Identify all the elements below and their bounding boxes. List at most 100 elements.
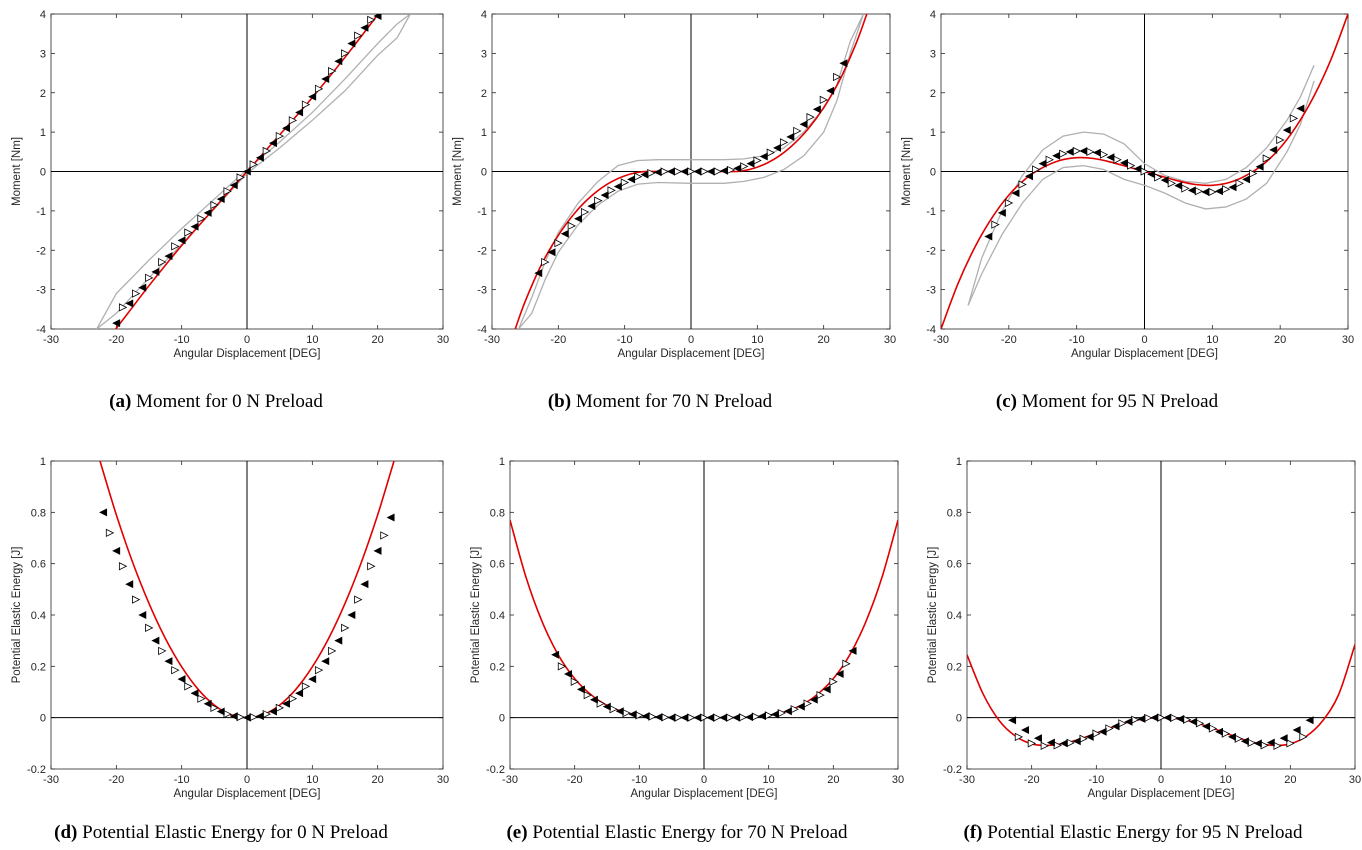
measured-curve	[967, 80, 1315, 306]
open-triangle-marker	[842, 659, 851, 668]
filled-triangle-marker	[1255, 162, 1264, 171]
filled-triangle-marker	[1147, 170, 1156, 179]
y-tick-label: -0.2	[27, 764, 46, 776]
x-tick-label: -30	[43, 334, 59, 346]
open-triangle-marker	[819, 95, 829, 104]
filled-triangle-marker	[151, 267, 160, 276]
open-triangle-marker	[1276, 135, 1285, 145]
filled-triangle-marker	[308, 675, 317, 684]
open-triangle-marker	[1235, 179, 1244, 188]
x-tick-label: 30	[1349, 774, 1361, 786]
y-tick-label: 1	[40, 456, 46, 468]
open-triangle-marker	[816, 690, 825, 700]
filled-triangle-marker	[1021, 726, 1029, 734]
open-triangle-marker	[314, 666, 324, 675]
filled-triangle-marker	[574, 214, 583, 223]
filled-triangle-marker	[1253, 739, 1262, 748]
filled-triangle-marker	[334, 636, 343, 645]
y-tick-label: 1	[499, 456, 505, 468]
open-triangle-marker	[1004, 198, 1014, 208]
open-triangle-marker	[1299, 732, 1308, 742]
filled-triangle-marker	[1228, 183, 1237, 192]
filled-triangle-marker	[1296, 104, 1305, 113]
filled-triangle-marker	[177, 675, 186, 684]
filled-triangle-marker	[1242, 175, 1251, 184]
filled-triangle-marker	[216, 707, 225, 716]
x-tick-label: -10	[1069, 334, 1085, 346]
filled-triangle-marker	[796, 702, 805, 711]
open-triangle-marker	[833, 72, 842, 82]
filled-triangle-marker	[745, 713, 754, 722]
open-triangle-marker	[1262, 154, 1271, 163]
x-tick-label: -10	[631, 774, 647, 786]
filled-triangle-marker	[151, 636, 160, 645]
open-triangle-marker	[328, 646, 337, 656]
open-triangle-marker	[991, 220, 1000, 229]
x-axis-label: Angular Displacement [DEG]	[617, 348, 764, 360]
caption-text: Potential Elastic Energy for 70 N Preloa…	[528, 822, 848, 843]
filled-triangle-marker	[99, 508, 108, 517]
x-tick-label: -30	[502, 774, 518, 786]
filled-triangle-marker	[373, 546, 382, 555]
y-axis-label: Moment [Nm]	[11, 137, 23, 206]
x-tick-label: -30	[484, 334, 500, 346]
filled-triangle-marker	[666, 167, 675, 176]
y-tick-label: 0.2	[490, 661, 505, 673]
filled-triangle-marker	[1025, 172, 1033, 181]
open-triangle-marker	[145, 273, 154, 282]
filled-triangle-marker	[1187, 186, 1196, 195]
filled-triangle-marker	[190, 222, 199, 231]
plot-area	[99, 461, 395, 722]
filled-triangle-marker	[589, 695, 598, 704]
filled-triangle-marker	[1176, 714, 1185, 723]
filled-triangle-marker	[667, 713, 676, 722]
y-tick-label: -0.2	[943, 764, 962, 776]
filled-triangle-marker	[812, 105, 821, 114]
y-tick-label: 4	[40, 9, 46, 21]
open-triangle-marker	[367, 15, 376, 25]
x-tick-label: -20	[550, 334, 566, 346]
filled-triangle-marker	[1201, 187, 1210, 196]
x-tick-label: 10	[763, 774, 775, 786]
y-tick-label: -2	[36, 245, 46, 257]
filled-triangle-marker	[733, 164, 742, 173]
caption-text: Moment for 0 N Preload	[131, 391, 323, 412]
filled-triangle-marker	[746, 159, 755, 168]
filled-triangle-marker	[229, 712, 238, 721]
filled-triangle-marker	[360, 580, 369, 589]
plot-area	[941, 14, 1348, 329]
filled-triangle-marker	[282, 699, 291, 708]
y-tick-label: -3	[36, 285, 46, 297]
open-triangle-marker	[354, 31, 363, 40]
x-tick-label: 20	[372, 334, 384, 346]
filled-triangle-marker	[321, 657, 330, 666]
y-tick-label: 0	[956, 713, 962, 725]
caption-letter: (e)	[506, 822, 527, 843]
x-tick-label: -20	[108, 334, 124, 346]
filled-triangle-marker	[799, 120, 808, 129]
y-axis-label: Moment [Nm]	[452, 137, 464, 206]
caption-text: Moment for 95 N Preload	[1017, 391, 1219, 412]
x-tick-label: 20	[1284, 774, 1296, 786]
x-tick-label: -30	[43, 774, 59, 786]
panel-caption: (a) Moment for 0 N Preload	[109, 391, 323, 412]
filled-triangle-marker	[1124, 717, 1133, 726]
y-tick-label: 0.4	[31, 610, 46, 622]
filled-triangle-marker	[1227, 732, 1236, 741]
filled-triangle-marker	[242, 713, 251, 722]
open-triangle-marker	[210, 200, 219, 210]
x-tick-label: -30	[933, 334, 949, 346]
x-tick-label: 20	[827, 774, 839, 786]
open-triangle-marker	[570, 677, 580, 686]
x-tick-label: -20	[1001, 334, 1017, 346]
filled-triangle-marker	[984, 232, 993, 241]
filled-triangle-marker	[641, 712, 650, 721]
filled-triangle-marker	[1150, 713, 1159, 722]
open-triangle-marker	[249, 160, 258, 169]
filled-triangle-marker	[1072, 737, 1081, 746]
filled-triangle-marker	[1052, 151, 1061, 160]
panel-caption: (f) Potential Elastic Energy for 95 N Pr…	[964, 822, 1303, 843]
filled-triangle-marker	[1189, 717, 1198, 726]
open-triangle-marker	[806, 113, 815, 122]
